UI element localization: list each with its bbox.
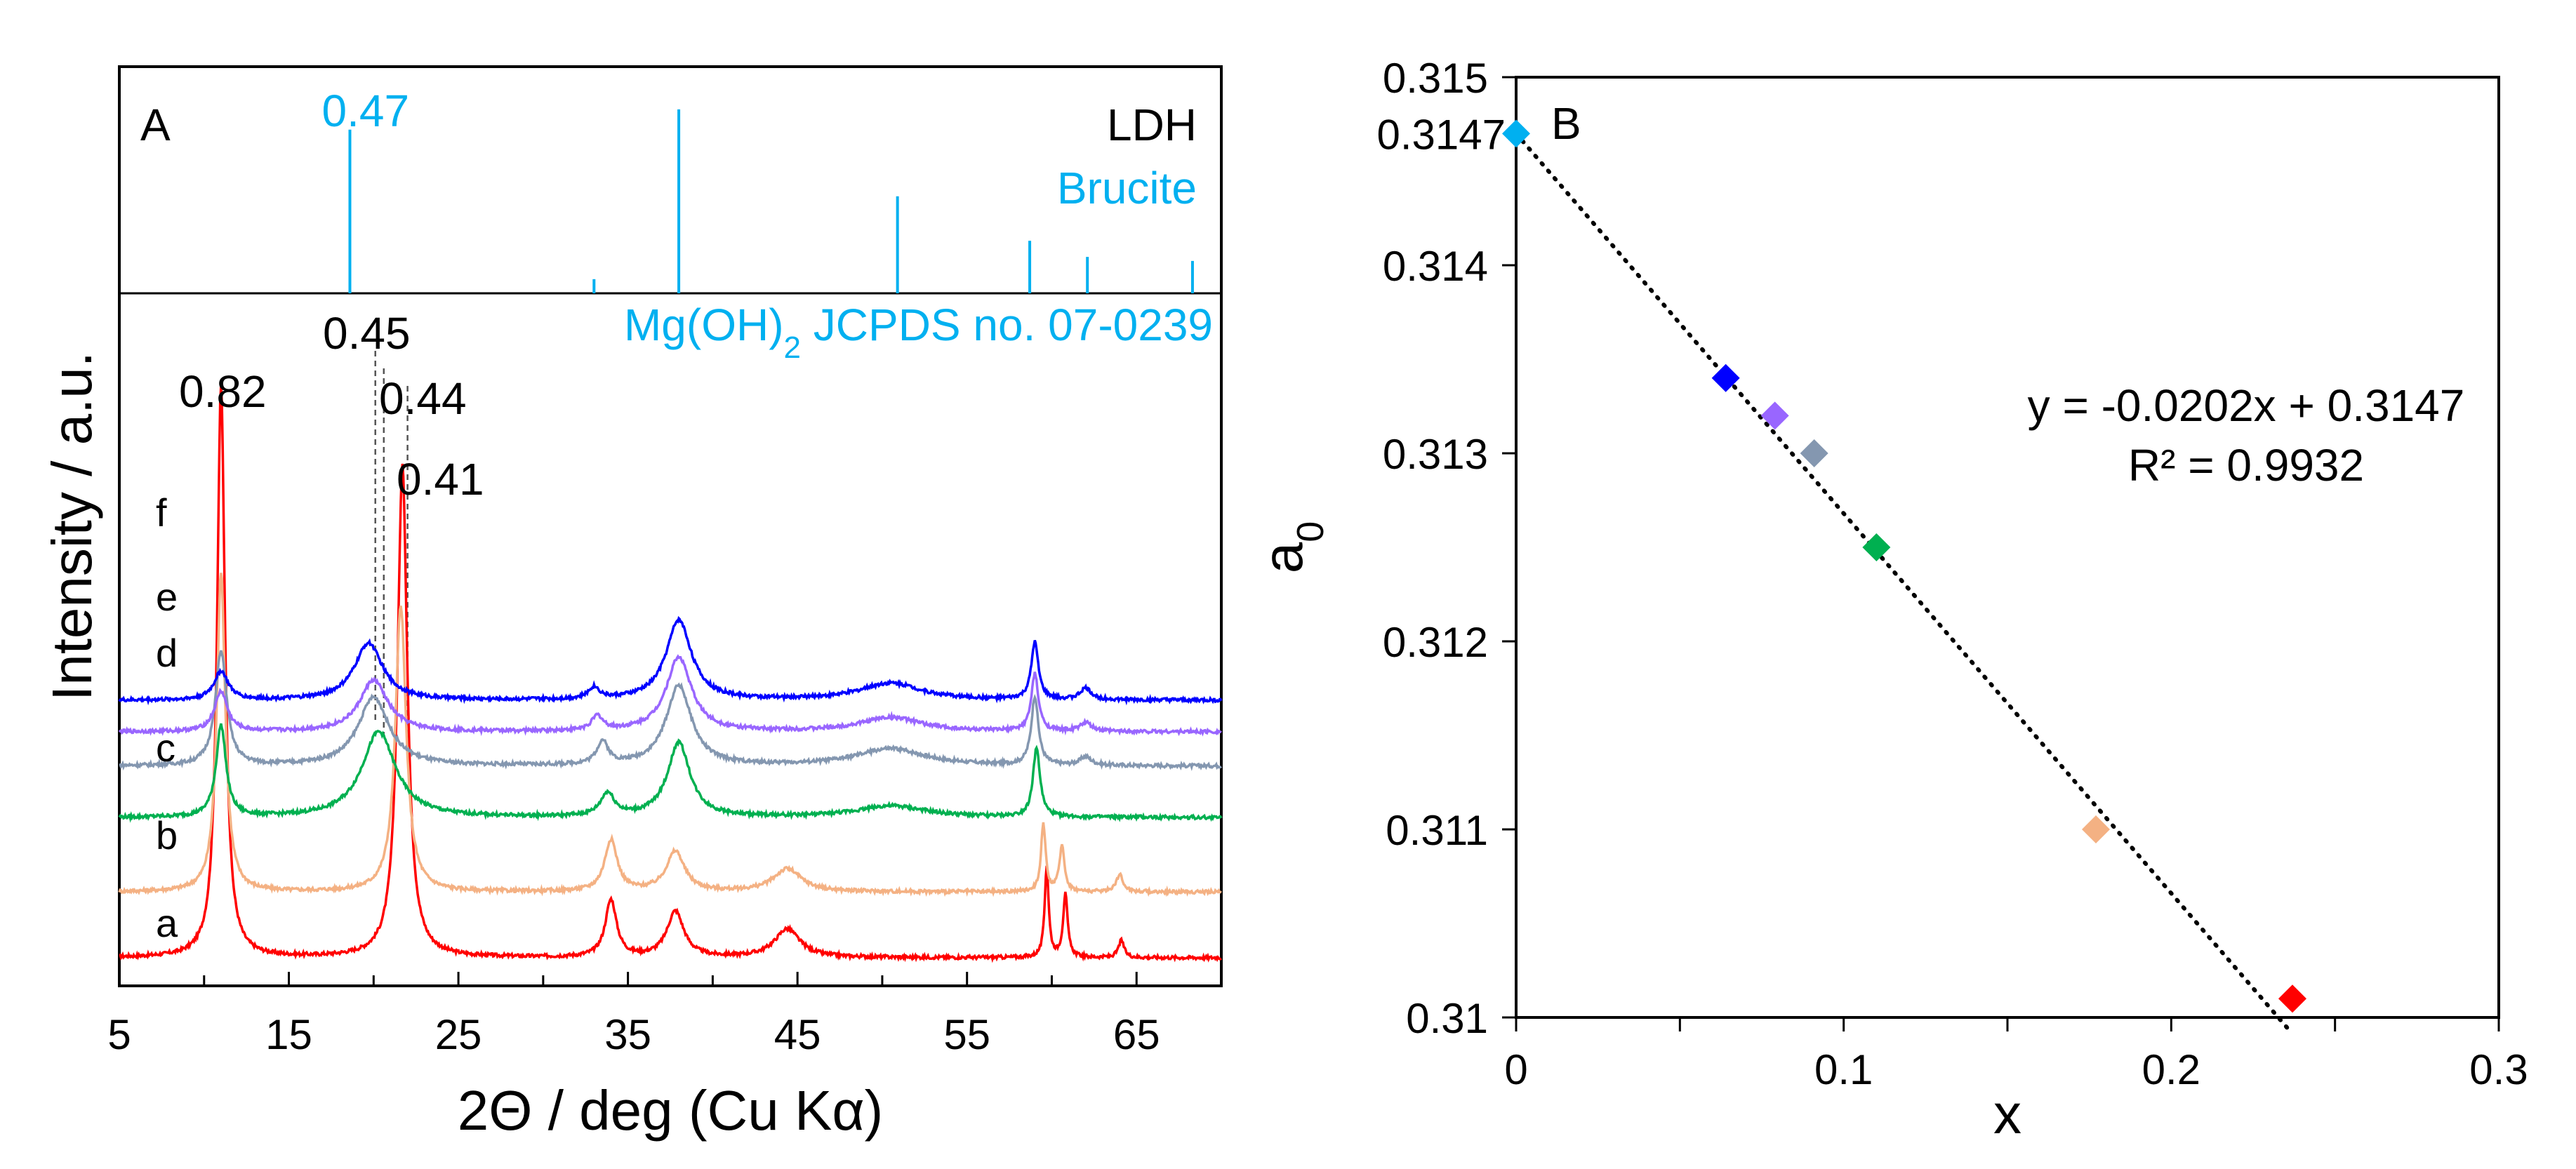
- y-tick-label-0: 0.31: [1406, 995, 1488, 1042]
- legend-brucite: Brucite: [1057, 163, 1197, 213]
- panel-a: A LDH Brucite 0.47 Mg(OH)2 JCPDS no. 07-…: [41, 65, 1223, 1142]
- spectrum-b: [118, 573, 1222, 897]
- spectrum-c: [118, 723, 1223, 823]
- reference-card-label: Mg(OH)2 JCPDS no. 07-0239: [624, 300, 1213, 365]
- panel-b-y-axis-title: a0: [1252, 521, 1332, 574]
- panel-a-x-axis-title: 2Θ / deg (Cu Kα): [458, 1079, 883, 1142]
- panel-b-x-axis-title: x: [1993, 1083, 2021, 1145]
- panel-b-letter: B: [1551, 98, 1581, 149]
- spectra: [118, 386, 1223, 963]
- series-label-b: b: [156, 813, 178, 857]
- x-tick-label-1: 0.1: [1814, 1046, 1873, 1093]
- x-tick-label-55: 55: [943, 1011, 990, 1058]
- annotation-0.41: 0.41: [397, 454, 484, 505]
- trendline-line: [1514, 131, 2295, 1036]
- y-tick-label-3: 0.313: [1383, 431, 1488, 478]
- x-tick-label-45: 45: [774, 1011, 821, 1058]
- panel-a-y-axis-title: Intensity / a.u.: [41, 352, 103, 701]
- legend-ldh: LDH: [1107, 100, 1197, 150]
- trendline-equation: y = -0.0202x + 0.3147: [2028, 380, 2465, 431]
- scatter-point-6: [2278, 984, 2306, 1013]
- panel-a-letter: A: [140, 100, 171, 150]
- x-tick-label-3: 0.3: [2469, 1046, 2528, 1093]
- panel-a-x-ticks: 5 15 25 35 45 55 65: [107, 972, 1160, 1058]
- series-label-a: a: [156, 901, 178, 945]
- panel-a-frame: [118, 65, 1223, 987]
- y-tick-label-2: 0.312: [1383, 619, 1488, 666]
- scatter-point-1: [1711, 363, 1740, 392]
- y-tick-label-extra: 0.3147: [1376, 111, 1506, 158]
- scatter-point-4: [1862, 533, 1891, 561]
- trendline: [1514, 131, 2295, 1036]
- x-tick-label-2: 0.2: [2142, 1046, 2200, 1093]
- annotation-0.45: 0.45: [323, 308, 411, 359]
- brucite-peak-label: 0.47: [321, 86, 409, 136]
- series-label-f: f: [156, 490, 167, 535]
- scatter-point-5: [2082, 815, 2110, 843]
- scatter-point-3: [1800, 439, 1828, 467]
- guide-lines: [374, 351, 409, 751]
- annotation-0.44: 0.44: [379, 373, 467, 424]
- x-tick-label-25: 25: [435, 1011, 482, 1058]
- panel-b-frame: [1515, 76, 2500, 1019]
- series-label-c: c: [156, 726, 175, 770]
- y-tick-label-1: 0.311: [1386, 807, 1488, 854]
- spectrum-e: [118, 654, 1222, 737]
- reference-peaks: [348, 109, 1194, 293]
- panel-b: 0.31 0.311 0.312 0.313 0.314 0.315 0.3147 0 0.1 0…: [1252, 55, 2528, 1145]
- panel-b-ticks: 0.31 0.311 0.312 0.313 0.314 0.315 0.3147 0 0.1 0…: [1376, 55, 2528, 1093]
- x-tick-label-35: 35: [604, 1011, 651, 1058]
- x-tick-label-5: 5: [107, 1011, 131, 1058]
- x-tick-label-0: 0: [1504, 1046, 1527, 1093]
- x-tick-label-65: 65: [1113, 1011, 1160, 1058]
- y-tick-label-5: 0.315: [1383, 55, 1488, 102]
- series-label-d: d: [156, 631, 178, 675]
- annotation-0.82: 0.82: [179, 366, 267, 417]
- spectrum-d: [119, 650, 1223, 771]
- x-tick-label-15: 15: [265, 1011, 312, 1058]
- scatter-point-0: [1502, 119, 1530, 148]
- scatter-points: [1502, 119, 2306, 1013]
- y-tick-label-4: 0.314: [1383, 243, 1488, 290]
- spectrum-f: [118, 615, 1223, 706]
- r-squared: R² = 0.9932: [2128, 440, 2364, 490]
- scatter-point-2: [1760, 401, 1789, 430]
- spectrum-a: [119, 386, 1222, 963]
- series-label-e: e: [156, 575, 178, 619]
